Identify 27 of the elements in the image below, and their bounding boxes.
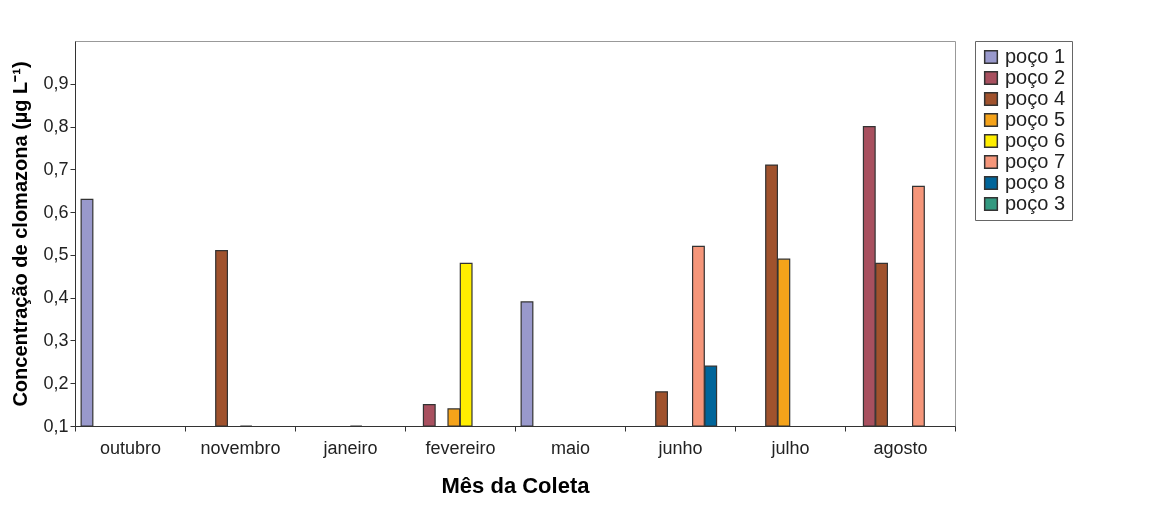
y-tick-label: 0,3 [43, 329, 69, 350]
y-tick-label: 0,8 [43, 116, 69, 137]
y-tick-label: 0,1 [43, 415, 69, 436]
legend-label: poço 6 [1005, 129, 1066, 151]
legend-label: poço 5 [1005, 108, 1066, 130]
x-tick-label: agosto [873, 437, 928, 458]
x-tick-label: janeiro [322, 437, 378, 458]
x-tick-label: fevereiro [425, 437, 496, 458]
legend-label: poço 3 [1005, 192, 1066, 214]
y-axis-title: Concentração de clomazona (µg L⁻¹) [9, 61, 32, 407]
x-tick-label: outubro [99, 437, 162, 458]
legend-label: poço 7 [1005, 150, 1066, 172]
y-tick-label: 0,4 [43, 287, 69, 308]
legend-label: poço 2 [1005, 66, 1066, 88]
y-tick-label: 0,5 [43, 244, 69, 265]
y-tick-label: 0,9 [43, 73, 69, 94]
y-tick-label: 0,7 [43, 158, 69, 179]
y-tick-label: 0,2 [43, 372, 69, 393]
x-tick-label: junho [657, 437, 703, 458]
x-tick-label: maio [550, 437, 591, 458]
x-tick-label: julho [770, 437, 810, 458]
legend-label: poço 4 [1005, 87, 1066, 109]
x-tick-label: novembro [200, 437, 281, 458]
legend-label: poço 8 [1005, 171, 1066, 193]
x-axis-title: Mês da Coleta [441, 472, 591, 498]
legend-label: poço 1 [1005, 45, 1066, 67]
y-tick-label: 0,6 [43, 201, 69, 222]
